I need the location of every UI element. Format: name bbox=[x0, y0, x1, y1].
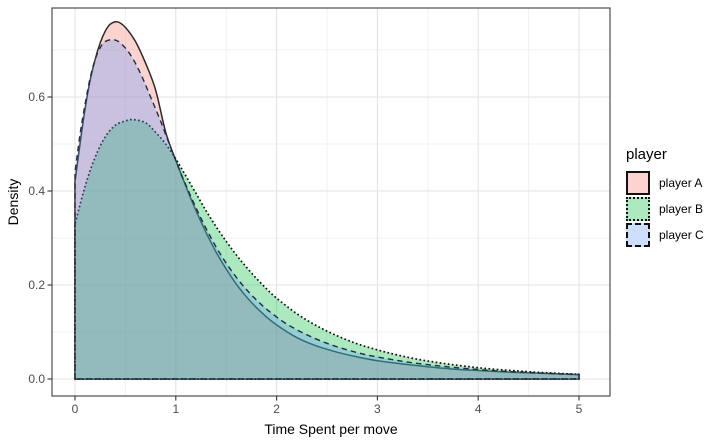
density-curve-player-c bbox=[74, 38, 580, 380]
legend-item-player-c: player C bbox=[626, 222, 718, 248]
panel-border bbox=[51, 7, 611, 397]
legend: player player A player B player C bbox=[622, 146, 718, 248]
x-tick-label: 4 bbox=[475, 402, 482, 416]
minor-gridlines bbox=[52, 8, 610, 396]
density-curve-player-b bbox=[74, 118, 580, 380]
legend-label-player-b: player B bbox=[659, 202, 704, 216]
y-axis-title: Density bbox=[5, 179, 21, 226]
legend-item-player-b: player B bbox=[626, 196, 718, 222]
legend-label-player-c: player C bbox=[659, 228, 704, 242]
y-tick-label: 0.6 bbox=[28, 90, 45, 104]
x-tick-label: 2 bbox=[273, 402, 280, 416]
legend-key-player-b bbox=[626, 197, 650, 221]
x-tick-labels: 0 1 2 3 4 5 bbox=[72, 402, 583, 416]
panel-background bbox=[52, 8, 610, 396]
legend-title: player bbox=[626, 146, 667, 163]
x-axis-title: Time Spent per move bbox=[264, 421, 398, 437]
legend-key-player-a bbox=[626, 171, 650, 195]
axis-tick-marks bbox=[47, 96, 580, 401]
density-curve-player-a bbox=[74, 20, 580, 380]
x-tick-label: 0 bbox=[72, 402, 79, 416]
x-tick-label: 5 bbox=[576, 402, 583, 416]
x-tick-label: 1 bbox=[172, 402, 179, 416]
y-tick-label: 0.4 bbox=[28, 184, 45, 198]
y-tick-labels: 0.0 0.2 0.4 0.6 bbox=[28, 90, 45, 386]
legend-item-player-a: player A bbox=[626, 170, 718, 196]
y-tick-label: 0.2 bbox=[28, 278, 45, 292]
density-areas bbox=[74, 20, 580, 380]
y-tick-label: 0.0 bbox=[28, 372, 45, 386]
legend-key-player-c bbox=[626, 223, 650, 247]
x-tick-label: 3 bbox=[374, 402, 381, 416]
legend-label-player-a: player A bbox=[659, 176, 703, 190]
